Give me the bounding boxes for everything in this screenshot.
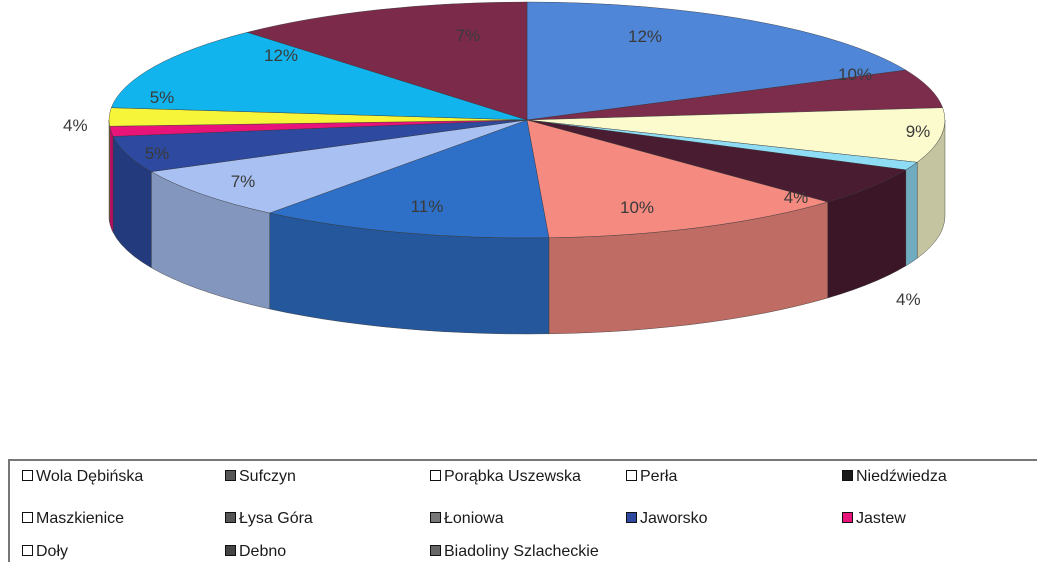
legend-label: Łoniowa (444, 510, 504, 527)
legend-swatch (22, 470, 33, 482)
pie-wall-9 (109, 126, 114, 233)
pie-slice-2 (526, 107, 946, 163)
legend-swatch (430, 512, 441, 524)
legend-item: Sufczyn (225, 465, 296, 489)
pie-slice-1 (526, 69, 943, 121)
legend-label: Debno (239, 543, 287, 560)
legend-label: Niedźwiedza (856, 468, 947, 485)
pie-wall-10 (108, 120, 110, 223)
pie-slice-7 (150, 119, 528, 214)
legend: Wola Dębińska Sufczyn Porąbka Uszewska Perł… (8, 459, 1037, 562)
legend-label: Perła (640, 468, 678, 485)
legend-swatch (626, 512, 637, 524)
legend-swatch (22, 512, 33, 524)
legend-item: Łysa Góra (225, 507, 313, 531)
legend-swatch (430, 545, 441, 557)
legend-item: Debno (225, 540, 286, 564)
legend-item: Biadoliny Szlacheckie (430, 540, 599, 564)
legend-item: Doły (22, 540, 68, 564)
legend-label: Porąbka Uszewska (444, 468, 581, 485)
legend-label: Jaworsko (640, 510, 708, 527)
pie-slice-5 (526, 119, 829, 239)
pie-slice-12 (246, 1, 528, 121)
legend-label: Łysa Góra (239, 510, 313, 527)
slice-label-5: 10% (620, 198, 654, 217)
legend-item: Jaworsko (626, 507, 708, 531)
legend-item: Maszkienice (22, 507, 124, 531)
outside-label-right: 4% (896, 290, 921, 309)
slice-label-4: 4% (784, 188, 809, 207)
legend-swatch (626, 470, 637, 482)
outside-label-left: 4% (63, 116, 88, 135)
legend-item: Porąbka Uszewska (430, 465, 581, 489)
legend-label: Maszkienice (36, 510, 125, 527)
slice-label-11: 12% (264, 46, 298, 65)
legend-item: Niedźwiedza (842, 465, 947, 489)
legend-swatch (430, 470, 441, 482)
legend-label: Jastew (856, 510, 906, 527)
legend-swatch (842, 470, 853, 482)
pie-labels: 12% 10% 9% 4% 10% 11% 7% 5% 5% 12% 7% (145, 26, 931, 217)
legend-item: Perła (626, 465, 677, 489)
slice-label-0: 12% (628, 27, 662, 46)
pie-slice-4 (526, 119, 907, 203)
legend-label: Sufczyn (239, 468, 296, 485)
pie-slice-6 (268, 119, 550, 239)
legend-item: Jastew (842, 507, 906, 531)
slice-label-6: 11% (411, 197, 444, 216)
slice-label-10: 5% (150, 88, 175, 107)
legend-swatch (225, 470, 236, 482)
pie-wall-3 (905, 161, 918, 267)
pie-slice-0 (526, 1, 907, 121)
legend-swatch (842, 512, 853, 524)
legend-label: Biadoliny Szlacheckie (444, 543, 599, 560)
legend-swatch (225, 512, 236, 524)
pie-slice-11 (111, 32, 528, 121)
slice-label-12: 7% (456, 26, 481, 45)
legend-item: Wola Dębińska (22, 465, 143, 489)
pie-chart: 12% 10% 9% 4% 10% 11% 7% 5% 5% 12% 7% 4% 4% (63, 1, 946, 335)
legend-item: Łoniowa (430, 507, 504, 531)
legend-label: Wola Dębińska (36, 468, 144, 485)
legend-swatch (225, 545, 236, 557)
slice-label-8: 5% (145, 144, 170, 163)
slice-label-2: 9% (906, 122, 931, 141)
slice-label-7: 7% (231, 172, 256, 191)
legend-label: Doły (36, 543, 69, 560)
legend-swatch (22, 545, 33, 557)
slice-label-1: 10% (838, 65, 872, 84)
pie-top (108, 1, 946, 239)
